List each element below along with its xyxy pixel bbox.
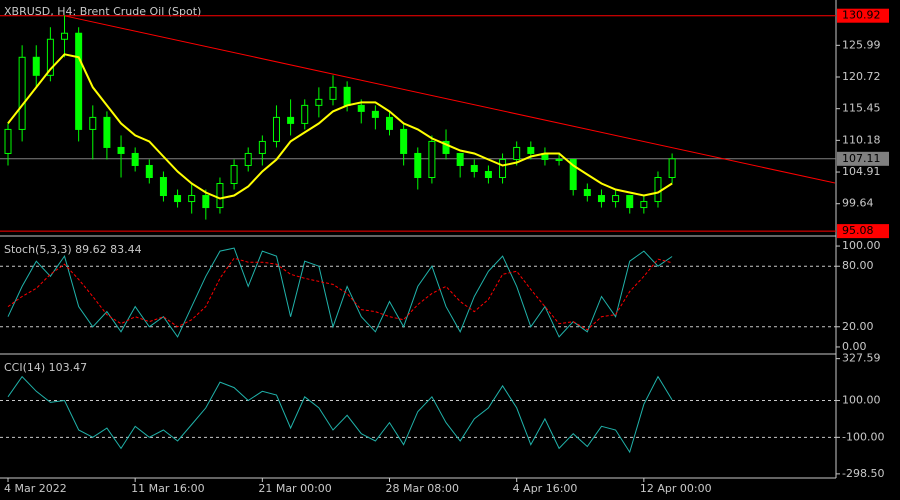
- candle-body: [597, 195, 605, 203]
- candle-body: [159, 177, 167, 197]
- candle-body: [258, 140, 266, 154]
- x-tick-label: 4 Apr 16:00: [513, 482, 578, 495]
- candle-body: [555, 158, 563, 161]
- candle-body: [145, 164, 153, 179]
- candle-body: [117, 146, 125, 154]
- candle-body: [61, 32, 69, 40]
- candle-body: [400, 128, 408, 154]
- level-label: 95.08: [842, 224, 874, 237]
- candle-body: [612, 195, 620, 203]
- candle-body: [216, 183, 224, 209]
- y-tick-label: 99.64: [842, 197, 874, 210]
- candle-body: [131, 152, 139, 166]
- candle-body: [287, 116, 295, 124]
- level-label-bg: [837, 151, 889, 166]
- pane-title: Stoch(5,3,3) 89.62 83.44: [4, 243, 142, 256]
- level-label: 107.11: [842, 152, 881, 165]
- level-label: 130.92: [842, 9, 881, 22]
- candle-body: [188, 195, 196, 203]
- candle-body: [414, 152, 422, 179]
- candle-body: [46, 38, 54, 76]
- candle-body: [202, 195, 210, 209]
- moving-average: [7, 53, 673, 200]
- candle-body: [428, 140, 436, 179]
- y-tick-label: 120.72: [842, 70, 881, 83]
- candle-body: [75, 32, 83, 130]
- price-plot: [4, 15, 835, 220]
- candle-body: [357, 104, 365, 112]
- x-tick-label: 28 Mar 08:00: [386, 482, 459, 495]
- candle-body: [371, 110, 379, 118]
- candle-body: [4, 128, 12, 154]
- candle-body: [583, 189, 591, 197]
- x-tick-label: 4 Mar 2022: [4, 482, 67, 495]
- candle-body: [89, 116, 97, 130]
- candle-body: [442, 140, 450, 154]
- candle-body: [103, 116, 111, 148]
- candle-body: [456, 152, 464, 166]
- candle-body: [329, 86, 337, 100]
- x-tick-label: 12 Apr 00:00: [640, 482, 712, 495]
- y-tick-label: 104.91: [842, 165, 881, 178]
- candle-body: [527, 146, 535, 154]
- candle-body: [668, 158, 676, 179]
- candle-body: [513, 146, 521, 160]
- candle-body: [569, 158, 577, 191]
- candle-body: [484, 170, 492, 179]
- level-label-bg: [837, 8, 889, 23]
- y-tick-label: 125.99: [842, 38, 881, 51]
- candle-body: [640, 201, 648, 209]
- indicator-line: [7, 257, 673, 331]
- candle-body: [174, 195, 182, 203]
- candle-body: [32, 56, 40, 76]
- candle-body: [244, 152, 252, 166]
- candle-body: [654, 177, 662, 203]
- y-tick-label: 110.18: [842, 133, 881, 146]
- candle-body: [386, 116, 394, 130]
- y-tick-label: -100.00: [842, 430, 884, 443]
- candle-body: [626, 195, 634, 209]
- trendline: [64, 15, 835, 184]
- candle-body: [343, 86, 351, 106]
- candle-body: [301, 104, 309, 124]
- y-tick-label: 115.45: [842, 102, 881, 115]
- candle-body: [272, 116, 280, 142]
- y-tick-label: 0.00: [842, 340, 867, 353]
- pane-title: XBRUSD, H4: Brent Crude Oil (Spot): [4, 5, 201, 18]
- indicator-line: [7, 247, 673, 338]
- indicator-line: [7, 375, 673, 454]
- x-tick-label: 21 Mar 00:00: [258, 482, 331, 495]
- y-tick-label: 100.00: [842, 239, 881, 252]
- candle-body: [499, 158, 507, 179]
- candle-body: [315, 98, 323, 106]
- y-tick-label: 80.00: [842, 259, 874, 272]
- pane-title: CCI(14) 103.47: [4, 361, 87, 374]
- level-label-bg: [837, 224, 889, 239]
- x-tick-label: 11 Mar 16:00: [131, 482, 204, 495]
- candle-body: [230, 164, 238, 185]
- y-tick-label: 100.00: [842, 394, 881, 407]
- y-tick-label: 20.00: [842, 320, 874, 333]
- y-tick-label: -298.50: [842, 467, 884, 480]
- y-tick-label: 327.59: [842, 352, 881, 365]
- candle-body: [18, 56, 26, 130]
- candle-body: [470, 164, 478, 172]
